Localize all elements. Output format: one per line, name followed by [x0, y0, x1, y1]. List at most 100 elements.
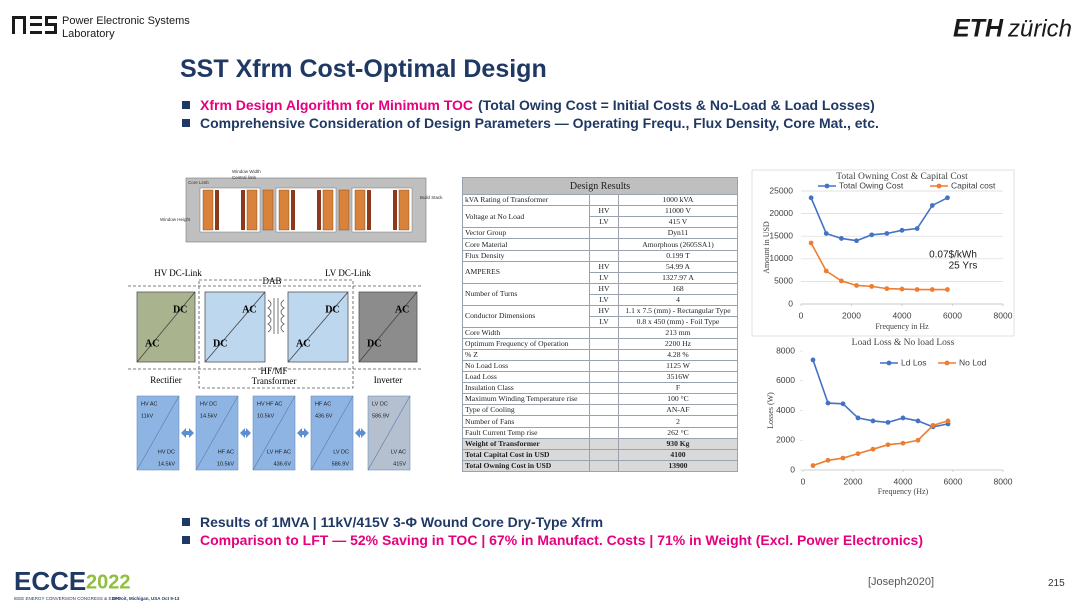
stage-label: HF AC	[315, 401, 331, 407]
data-point	[855, 415, 861, 421]
slide-title: SST Xfrm Cost-Optimal Design	[180, 55, 547, 83]
data-point	[823, 268, 829, 274]
bullet-marker	[182, 101, 190, 109]
data-point	[899, 286, 905, 292]
data-point	[808, 240, 814, 246]
stage-label: HV DC	[158, 449, 175, 455]
data-point	[840, 401, 846, 407]
row-label: Insulation Class	[462, 382, 590, 395]
data-point	[869, 232, 875, 238]
row-label: Number of Turns	[462, 282, 590, 306]
block-caption: Rectifier	[150, 375, 181, 385]
y-tick-label: 6000	[776, 375, 795, 385]
table-row: Conductor Dimensions HV 1.1 x 7.5 (mm) - R…	[462, 304, 739, 328]
row-value: Dyn11	[617, 227, 739, 240]
data-point	[825, 457, 831, 463]
data-point	[900, 415, 906, 421]
bullet: Comparison to LFT — 52% Saving in TOC | …	[180, 531, 923, 549]
data-point	[855, 451, 861, 457]
block-label: AC	[145, 338, 159, 349]
stage-diagonal	[310, 395, 354, 471]
row-label: Number of Fans	[462, 415, 590, 428]
legend-label: No Lod	[959, 357, 987, 367]
row-value: AN-AF	[617, 404, 739, 417]
stage-label: 586.9V	[372, 413, 390, 419]
row-spacer	[588, 448, 619, 461]
bullet: Comprehensive Consideration of Design Pa…	[180, 114, 879, 132]
conference-name: ECCE	[14, 566, 86, 596]
stage-label: 436.6V	[274, 461, 292, 467]
stage-arrow	[181, 428, 194, 438]
row-label: Voltage at No Load	[462, 205, 590, 229]
eth-logo: zürich	[1007, 15, 1072, 42]
bullet-highlight: Xfrm Design Algorithm for Minimum TOC	[200, 97, 474, 113]
block-label: DC	[213, 338, 227, 349]
y-tick-label: 10000	[769, 253, 793, 263]
data-point	[914, 287, 920, 292]
y-tick-label: 0	[788, 298, 793, 308]
row-label: Weight of Transformer	[462, 437, 590, 450]
row-sub-label: LV	[588, 216, 619, 229]
row-sub-label: LV	[588, 293, 619, 306]
bullet-text: (Total Owing Cost = Initial Costs & No-L…	[478, 97, 875, 113]
data-point	[945, 195, 950, 201]
row-spacer	[588, 338, 619, 351]
x-tick-label: 6000	[944, 476, 963, 486]
row-label: No Load Loss	[462, 360, 590, 373]
block-label: DC	[325, 304, 339, 315]
table-row: Vector Group Dyn11	[462, 227, 739, 240]
stage-label: LV DC	[333, 449, 349, 455]
x-tick-label: 8000	[994, 476, 1013, 486]
dab-diagram	[128, 279, 422, 389]
stage-label: HV DC	[200, 401, 217, 407]
y-tick-label: 4000	[776, 405, 795, 415]
diagram-label: LV DC-Link	[325, 268, 371, 278]
x-axis-label: Frequency in Hz	[875, 322, 929, 331]
row-value: 2	[617, 415, 739, 428]
row-value: 0.199 T	[617, 249, 739, 262]
table-row: Total Owning Cost in USD 13900	[462, 459, 739, 473]
x-tick-label: 8000	[994, 310, 1013, 320]
row-value: 1000 kVA	[617, 194, 739, 207]
x-tick-label: 0	[801, 476, 806, 486]
legend-swatch	[824, 183, 830, 189]
data-point	[870, 418, 876, 424]
data-point	[899, 227, 905, 233]
reference: [Joseph2020]	[868, 576, 935, 588]
table-row: Insulation Class F	[462, 382, 739, 395]
data-point	[945, 287, 950, 292]
data-point	[884, 286, 890, 292]
stage-diagonal	[195, 395, 239, 471]
pes-logo	[12, 16, 57, 34]
row-value: 213 mm	[617, 326, 739, 340]
row-spacer	[588, 459, 619, 473]
stage-label: 10.5kV	[257, 413, 274, 419]
data-point	[810, 357, 816, 363]
legend-label: Total Owing Cost	[839, 180, 904, 190]
row-value: 4	[617, 293, 739, 306]
row-value: 54.99 A	[617, 260, 739, 273]
stage-label: 586.9V	[332, 461, 350, 467]
table-row: Core Width 213 mm	[462, 326, 739, 340]
row-value: Amorphous (2605SA1)	[617, 238, 739, 251]
block-label: DC	[367, 338, 381, 349]
table-header-row: Design Results	[462, 176, 738, 196]
x-tick-label: 4000	[893, 310, 912, 320]
stage-arrow	[355, 428, 366, 438]
row-value: F	[617, 382, 739, 395]
row-spacer	[588, 249, 619, 262]
top-bullets: Xfrm Design Algorithm for Minimum TOC (To…	[180, 96, 879, 132]
row-sub-label: LV	[588, 271, 619, 284]
diagram-label: DAB	[262, 276, 281, 286]
row-value: 3516W	[617, 371, 739, 384]
row-label: % Z	[462, 349, 590, 362]
row-spacer	[588, 415, 619, 428]
data-point	[945, 418, 951, 424]
block-label: DC	[173, 304, 187, 315]
conference-tagline: IEEE ENERGY CONVERSION CONGRESS & EXPO	[14, 596, 121, 601]
row-value: 930 Kg	[617, 437, 739, 450]
row-label: Total Capital Cost in USD	[462, 448, 590, 461]
data-point	[930, 422, 936, 428]
y-tick-label: 2000	[776, 435, 795, 445]
